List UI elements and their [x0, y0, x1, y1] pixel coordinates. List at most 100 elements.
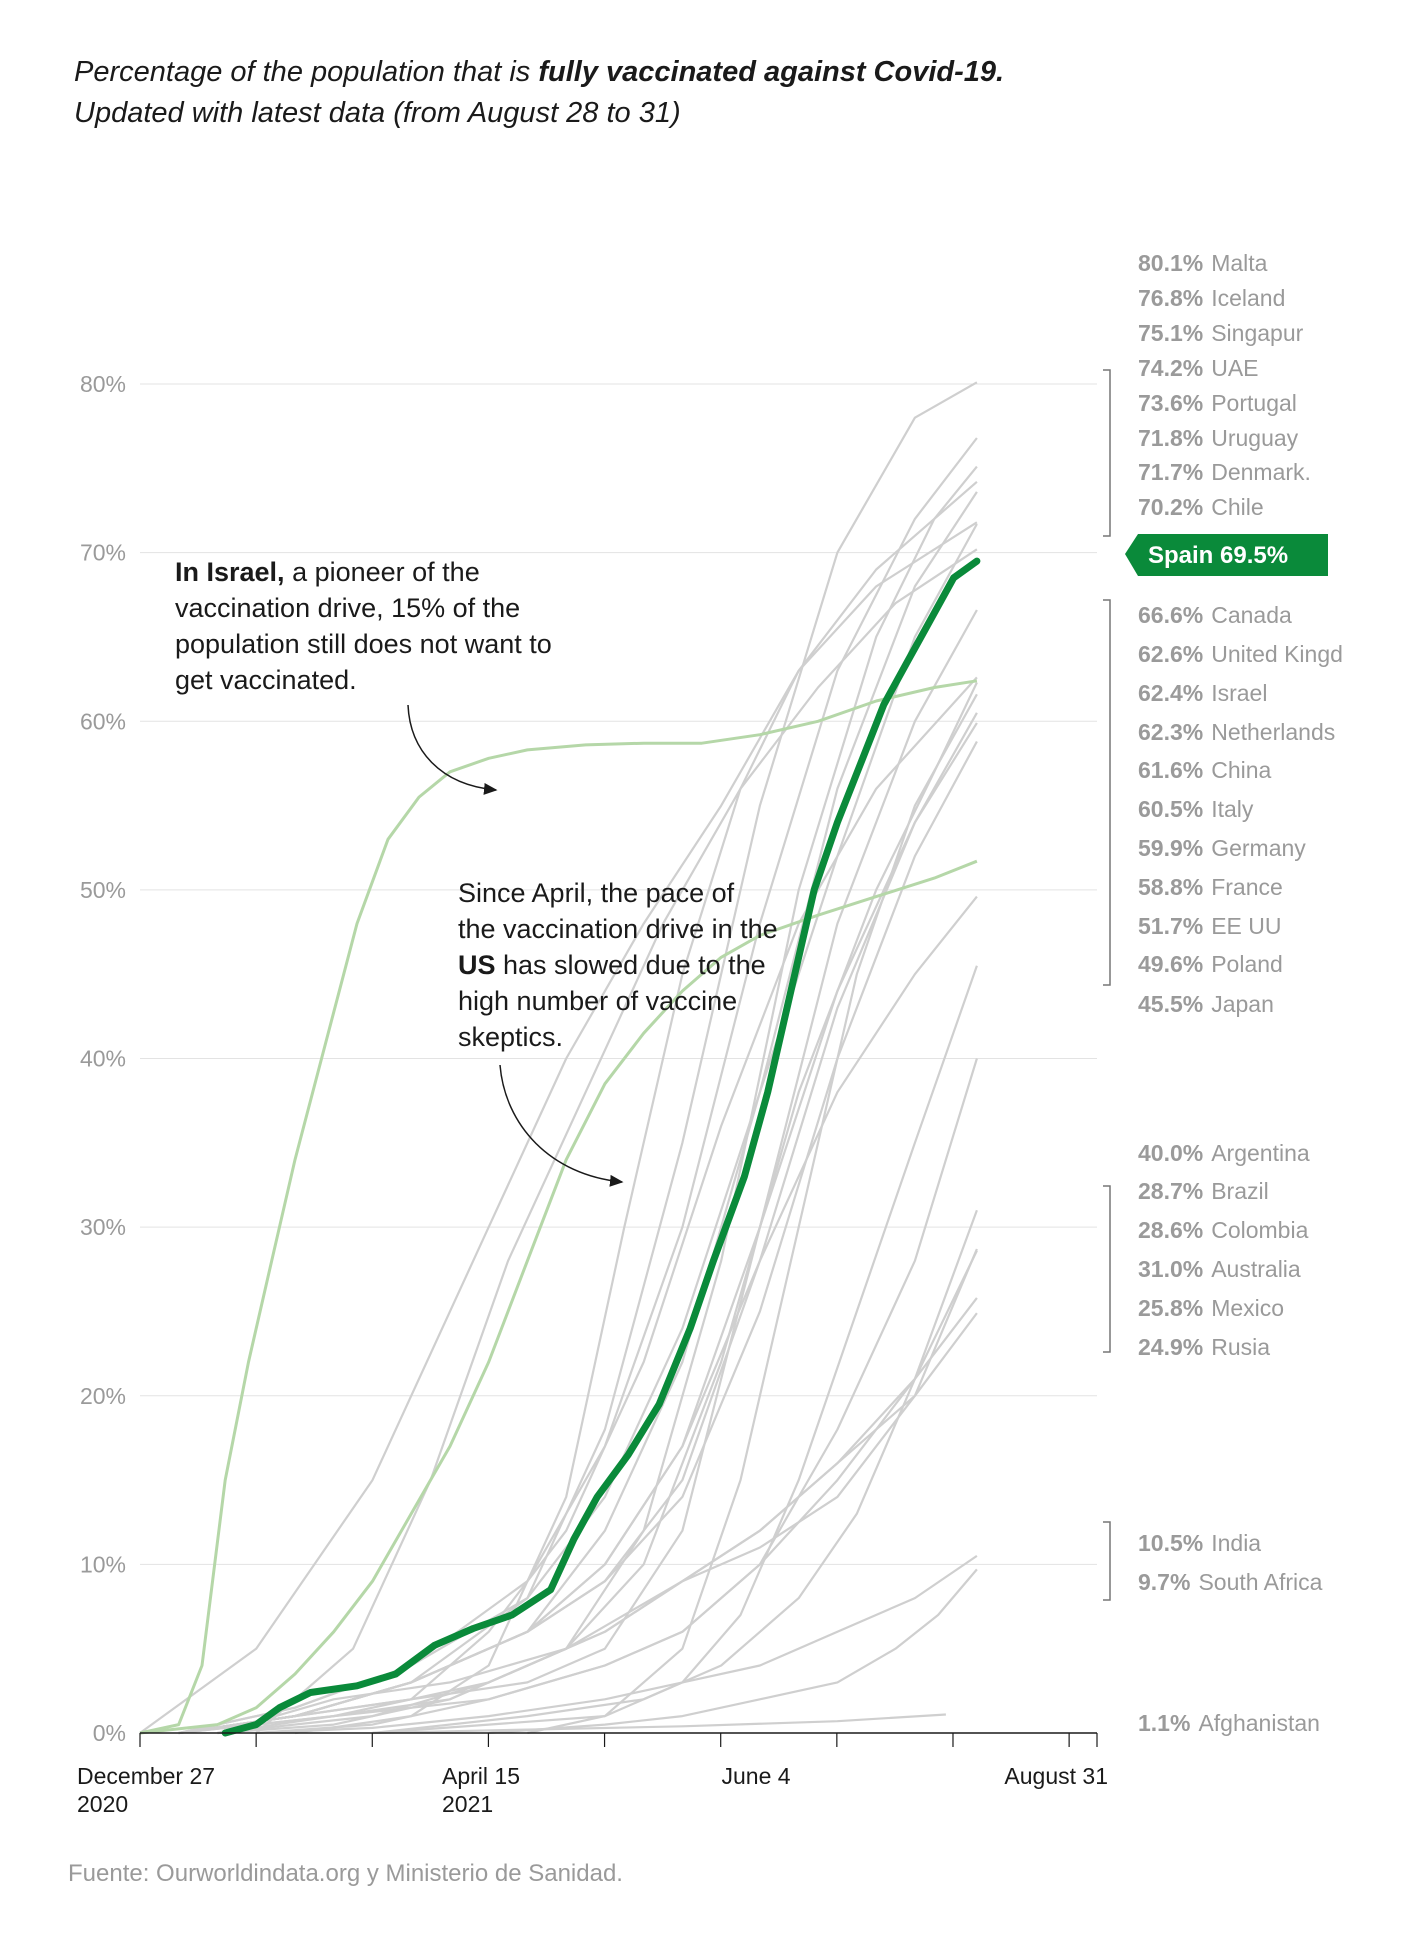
right-label-value: 74.2% [1138, 355, 1203, 381]
right-label-country: Germany [1211, 835, 1306, 861]
x-tick-label: June 4 [722, 1763, 791, 1789]
right-label: 66.6% Canada [1138, 602, 1292, 628]
right-label-country: Canada [1211, 602, 1292, 628]
right-label: 25.8% Mexico [1138, 1295, 1284, 1321]
right-label-value: 71.7% [1138, 459, 1203, 485]
right-label-value: 62.3% [1138, 719, 1203, 745]
right-label: 9.7% South Africa [1138, 1569, 1323, 1595]
right-label-country: Israel [1211, 680, 1267, 706]
right-label-country: EE UU [1211, 913, 1281, 939]
right-label: 71.7% Denmark. [1138, 459, 1311, 485]
country-line-poland [178, 895, 978, 1735]
spain-label-flag [1125, 534, 1328, 576]
right-label-value: 49.6% [1138, 951, 1203, 977]
right-label: 80.1% Malta [1138, 250, 1268, 276]
right-label: 62.4% Israel [1138, 680, 1267, 706]
right-label: 75.1% Singapur [1138, 320, 1304, 346]
right-label-value: 70.2% [1138, 494, 1203, 520]
israel-annotation-arrow [407, 704, 498, 795]
x-tick-label: December 27 [77, 1763, 215, 1789]
right-label-value: 31.0% [1138, 1256, 1203, 1282]
label-bracket [1103, 599, 1111, 986]
label-bracket [1103, 369, 1111, 537]
right-label: 49.6% Poland [1138, 951, 1283, 977]
country-line-colombia [256, 1250, 978, 1735]
right-label-value: 1.1% [1138, 1710, 1190, 1736]
right-label-country: Japan [1211, 991, 1274, 1017]
country-line-chile [255, 548, 978, 1734]
right-label-country: Italy [1211, 796, 1254, 822]
country-line-afghanistan [372, 1713, 946, 1735]
right-label-value: 51.7% [1138, 913, 1203, 939]
us-annotation-after: has slowed due to the high number of vac… [458, 950, 766, 1052]
right-label-country: France [1211, 874, 1283, 900]
right-label-country: Mexico [1211, 1295, 1284, 1321]
right-label-country: China [1211, 757, 1271, 783]
us-annotation-arrow [499, 1064, 624, 1187]
right-label: 1.1% Afghanistan [1138, 1710, 1320, 1736]
right-label-country: Netherlands [1211, 719, 1335, 745]
right-label: 24.9% Rusia [1138, 1334, 1270, 1360]
right-label-country: Rusia [1211, 1334, 1270, 1360]
country-line-india [256, 1554, 978, 1735]
right-label-country: India [1211, 1530, 1261, 1556]
country-line-mexico [178, 1297, 978, 1735]
right-label-value: 71.8% [1138, 425, 1203, 451]
right-label-country: Portugal [1211, 390, 1297, 416]
israel-annotation-text: a pioneer of the vaccination drive, 15% … [175, 557, 552, 695]
x-tick-label: August 31 [1004, 1763, 1108, 1789]
us-annotation-before: Since April, the pace of the vaccination… [458, 878, 778, 944]
right-label: 74.2% UAE [1138, 355, 1259, 381]
country-line-uae [139, 480, 978, 1734]
right-label: 45.5% Japan [1138, 991, 1274, 1017]
right-label-country: UAE [1211, 355, 1258, 381]
right-label-value: 9.7% [1138, 1569, 1190, 1595]
y-axis-ticks: 0% 10% 20% 30% 40% 50% 60% 70% 80% [80, 371, 126, 1746]
right-label-country: Malta [1211, 250, 1267, 276]
right-label: 61.6% China [1138, 757, 1272, 783]
right-label: 31.0% Australia [1138, 1256, 1301, 1282]
right-label: 70.2% Chile [1138, 494, 1264, 520]
country-line-rusia [217, 1312, 978, 1735]
right-label-value: 10.5% [1138, 1530, 1203, 1556]
label-brackets [1103, 369, 1111, 1601]
right-label-country: Australia [1211, 1256, 1301, 1282]
us-annotation-bold: US [458, 950, 496, 980]
country-line-israel [139, 679, 978, 1735]
right-label-value: 25.8% [1138, 1295, 1203, 1321]
spain-line-group [221, 557, 981, 1737]
country-line-japan [372, 965, 978, 1735]
right-label: 28.7% Brazil [1138, 1178, 1269, 1204]
right-label: 58.8% France [1138, 874, 1283, 900]
right-label-value: 66.6% [1138, 602, 1203, 628]
country-line-netherlands [217, 682, 978, 1735]
country-line-australia [372, 1209, 978, 1735]
right-label: 60.5% Italy [1138, 796, 1254, 822]
x-tick-label: April 15 [442, 1763, 520, 1789]
y-tick-label: 20% [80, 1383, 126, 1409]
right-label: 28.6% Colombia [1138, 1217, 1309, 1243]
right-label-value: 59.9% [1138, 835, 1203, 861]
right-label: 73.6% Portugal [1138, 390, 1297, 416]
right-label-country: Denmark. [1211, 459, 1311, 485]
right-label-value: 61.6% [1138, 757, 1203, 783]
right-label-value: 62.4% [1138, 680, 1203, 706]
y-tick-label: 70% [80, 540, 126, 566]
country-line-italy [178, 712, 978, 1735]
right-label-country: South Africa [1198, 1569, 1322, 1595]
israel-annotation-bold: In Israel, [175, 557, 285, 587]
title-part1: Percentage of the population that is [74, 56, 539, 88]
country-line-china [527, 693, 978, 1735]
right-labels: 80.1% Malta 76.8% Iceland 75.1% Singapur 74.2%… [1138, 250, 1343, 1736]
y-tick-label: 40% [80, 1046, 126, 1072]
right-label-country: Chile [1211, 494, 1263, 520]
right-label-value: 62.6% [1138, 641, 1203, 667]
right-label-country: Afghanistan [1198, 1710, 1319, 1736]
label-bracket [1103, 1521, 1111, 1601]
right-label-value: 73.6% [1138, 390, 1203, 416]
right-label-country: United Kingd [1211, 641, 1343, 667]
y-tick-label: 60% [80, 708, 126, 734]
x-tick-label-year: 2021 [442, 1791, 493, 1817]
right-label: 59.9% Germany [1138, 835, 1306, 861]
